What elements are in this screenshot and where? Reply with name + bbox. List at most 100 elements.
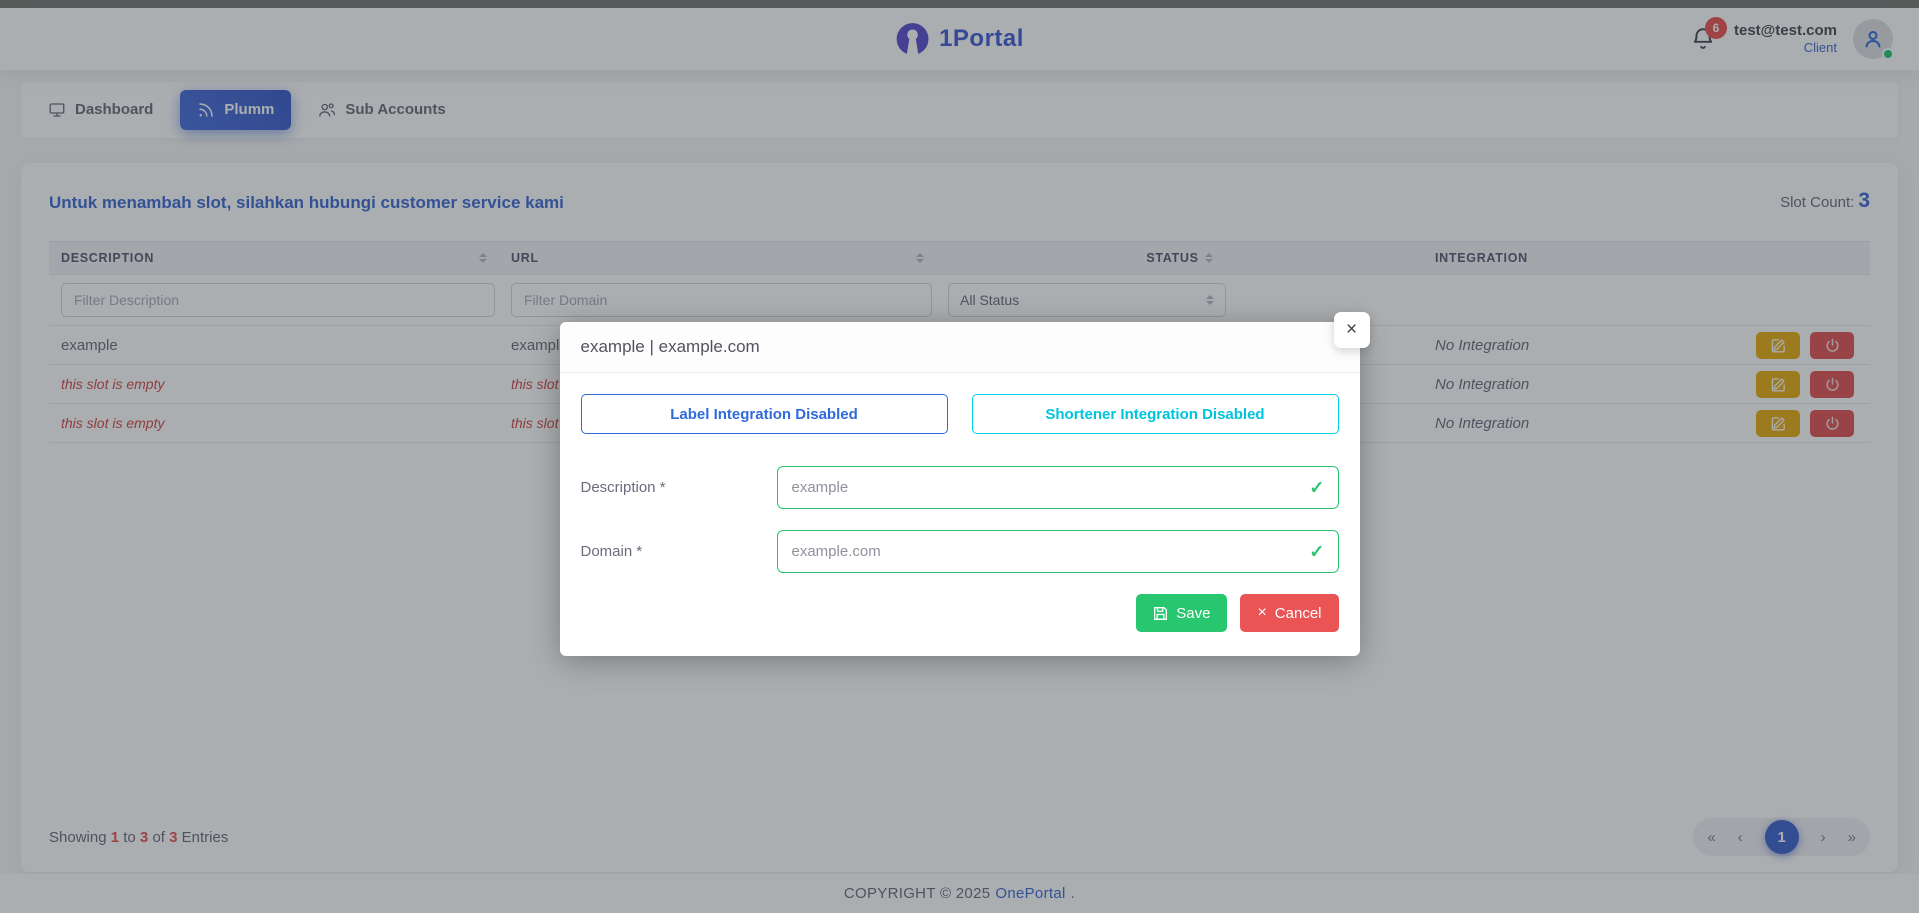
valid-check-icon: ✓ — [1309, 541, 1325, 561]
tab-plumm[interactable]: Plumm — [180, 90, 292, 130]
column-header-description[interactable]: DESCRIPTION — [49, 242, 499, 274]
modal-header: example | example.com — [559, 322, 1360, 373]
brand-title: 1Portal — [939, 25, 1024, 52]
brand[interactable]: 1Portal — [895, 22, 1024, 56]
description-cell: this slot is empty — [61, 376, 165, 392]
modal-actions: Save × Cancel — [581, 594, 1339, 632]
tab-label: Plumm — [224, 101, 275, 118]
last-page-button[interactable]: » — [1847, 828, 1856, 846]
rss-icon — [197, 101, 215, 119]
description-input[interactable] — [776, 466, 1339, 509]
power-slot-button[interactable] — [1810, 331, 1854, 359]
card-header: Untuk menambah slot, silahkan hubungi cu… — [49, 189, 1870, 213]
users-icon — [318, 101, 336, 119]
copyright-suffix: . — [1070, 885, 1076, 902]
edit-slot-modal: × example | example.com Label Integratio… — [559, 312, 1370, 656]
power-icon — [1825, 338, 1840, 353]
notification-count-badge: 6 — [1705, 17, 1727, 39]
actions-cell — [1713, 331, 1870, 359]
tab-sub-accounts[interactable]: Sub Accounts — [301, 90, 462, 130]
user-role: Client — [1803, 40, 1837, 56]
actions-cell — [1713, 409, 1870, 437]
column-header-integration: INTEGRATION — [1423, 242, 1713, 274]
page-1-button[interactable]: 1 — [1764, 820, 1799, 854]
monitor-icon — [48, 101, 66, 119]
slot-count-label: Slot Count: — [1780, 194, 1855, 211]
tab-label: Sub Accounts — [345, 101, 446, 118]
modal-title: example | example.com — [580, 337, 760, 356]
column-header-url[interactable]: URL — [499, 242, 936, 274]
next-page-button[interactable]: › — [1820, 828, 1826, 846]
sort-icon — [1204, 253, 1213, 263]
sort-icon — [479, 253, 487, 263]
modal-close-button[interactable]: × — [1333, 312, 1370, 348]
table-header-row: DESCRIPTION URL STATUS INTEGRATION — [49, 241, 1870, 275]
main-tabs: Dashboard Plumm Sub Accounts — [21, 82, 1898, 138]
slot-form: Description * ✓ Domain * ✓ — [581, 466, 1339, 573]
status-filter-select[interactable]: All Status — [948, 283, 1226, 317]
table-footer: Showing 1 to 3 of 3 Entries « ‹ 1 › » — [49, 804, 1870, 856]
bell-icon — [1690, 26, 1716, 52]
power-slot-button[interactable] — [1810, 370, 1854, 398]
first-page-button[interactable]: « — [1707, 828, 1716, 846]
integration-cell: No Integration — [1435, 414, 1530, 432]
integration-buttons-row: Label Integration Disabled Shortener Int… — [580, 394, 1339, 434]
page-footer: COPYRIGHT © 2025 OnePortal. — [0, 874, 1919, 913]
tab-dashboard[interactable]: Dashboard — [31, 90, 170, 130]
save-button[interactable]: Save — [1136, 594, 1228, 632]
footer-brand-link[interactable]: OnePortal — [995, 885, 1066, 902]
domain-form-row: Domain * ✓ — [581, 530, 1339, 573]
domain-input[interactable] — [776, 530, 1339, 573]
cancel-button[interactable]: × Cancel — [1240, 594, 1339, 632]
select-arrows-icon — [1206, 295, 1214, 305]
actions-cell — [1713, 370, 1870, 398]
notifications-button[interactable]: 6 — [1688, 17, 1727, 54]
description-form-row: Description * ✓ — [581, 466, 1339, 509]
sort-icon — [916, 253, 924, 263]
brand-logo-icon — [895, 22, 929, 56]
edit-slot-button[interactable] — [1756, 409, 1800, 437]
copyright-text: COPYRIGHT © 2025 — [843, 885, 991, 902]
label-integration-button[interactable]: Label Integration Disabled — [580, 394, 948, 434]
column-label: DESCRIPTION — [61, 251, 155, 265]
filter-domain-input[interactable] — [511, 283, 932, 317]
close-icon: × — [1345, 319, 1358, 340]
edit-slot-button[interactable] — [1756, 370, 1800, 398]
status-filter-value: All Status — [960, 292, 1020, 308]
user-avatar[interactable] — [1853, 19, 1894, 60]
integration-cell: No Integration — [1435, 336, 1530, 354]
column-header-status[interactable]: STATUS — [936, 242, 1423, 274]
online-status-dot — [1882, 48, 1894, 60]
pencil-square-icon — [1771, 377, 1786, 392]
valid-check-icon: ✓ — [1309, 477, 1325, 497]
top-navbar: 1Portal 6 test@test.com Client — [0, 8, 1919, 70]
previous-page-button[interactable]: ‹ — [1737, 828, 1743, 846]
tab-label: Dashboard — [75, 101, 154, 118]
slot-count: Slot Count: 3 — [1780, 189, 1870, 213]
power-icon — [1825, 416, 1840, 431]
shortener-integration-button[interactable]: Shortener Integration Disabled — [971, 394, 1339, 434]
person-icon — [1861, 27, 1885, 51]
user-info: test@test.com Client — [1734, 22, 1837, 57]
summary-end: 3 — [139, 828, 149, 846]
column-label: STATUS — [1146, 251, 1199, 265]
domain-label: Domain * — [580, 543, 643, 560]
add-slot-notice: Untuk menambah slot, silahkan hubungi cu… — [49, 193, 564, 212]
column-label: URL — [511, 251, 539, 265]
pencil-square-icon — [1771, 416, 1786, 431]
summary-total: 3 — [169, 828, 178, 846]
description-label: Description * — [580, 479, 666, 496]
description-cell: example — [61, 336, 118, 354]
power-slot-button[interactable] — [1810, 409, 1854, 437]
user-email: test@test.com — [1734, 21, 1837, 39]
column-label: INTEGRATION — [1435, 251, 1528, 265]
slot-count-value: 3 — [1858, 189, 1870, 212]
filter-description-input[interactable] — [61, 283, 495, 317]
cancel-label: Cancel — [1274, 604, 1322, 622]
summary-start: 1 — [110, 828, 120, 846]
edit-slot-button[interactable] — [1756, 331, 1800, 359]
save-label: Save — [1176, 604, 1211, 622]
x-icon: × — [1257, 604, 1267, 621]
description-cell: this slot is empty — [61, 415, 165, 431]
power-icon — [1825, 377, 1840, 392]
